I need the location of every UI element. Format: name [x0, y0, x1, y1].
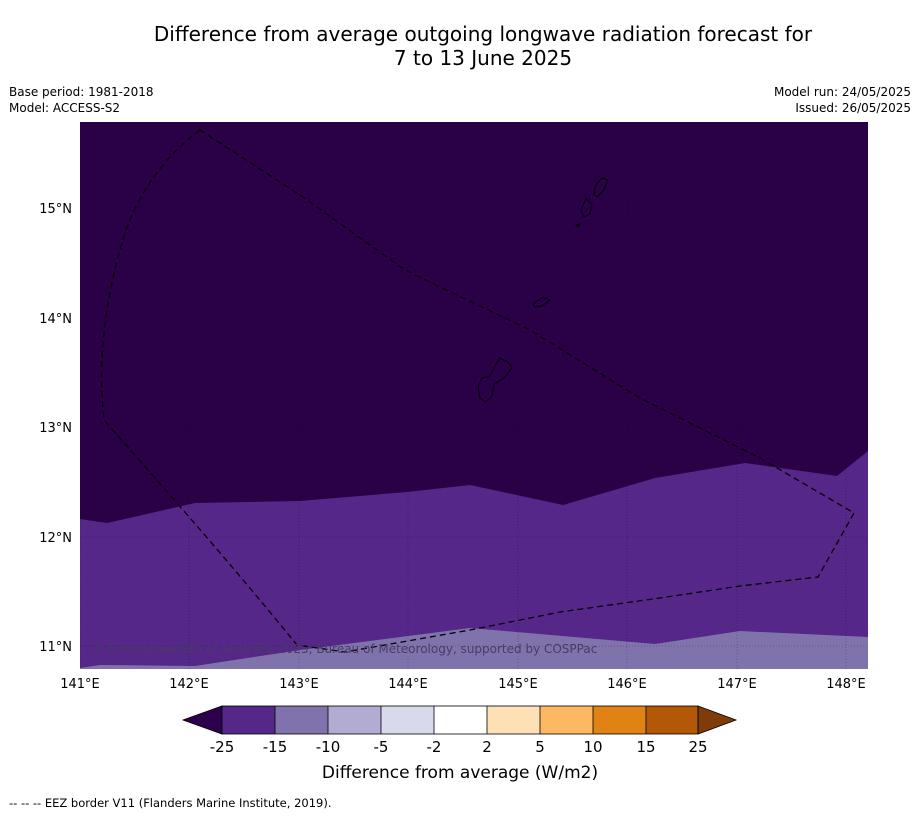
colorbar-under-extend	[181, 705, 223, 735]
eez-legend-note: -- -- -- EEZ border V11 (Flanders Marine…	[9, 796, 332, 810]
colorbar: -25 -15 -10 -5 -2 2 5 10 15 25 Differenc…	[181, 705, 738, 783]
colorbar-tick: 5	[535, 738, 545, 756]
colorbar-label: Difference from average (W/m2)	[322, 763, 598, 783]
colorbar-bin	[540, 706, 593, 734]
lat-tick: 12°N	[39, 531, 72, 546]
graticule	[80, 122, 868, 669]
island-rota	[532, 296, 551, 308]
colorbar-bin	[275, 706, 328, 734]
lat-tick: 13°N	[39, 421, 72, 436]
lat-tick: 11°N	[39, 640, 72, 655]
title-line-1: Difference from average outgoing longwav…	[153, 22, 813, 46]
map-panel: © Commonwealth of Australia 2025, Bureau…	[80, 122, 868, 669]
base-period: Base period: 1981-2018	[9, 85, 154, 99]
lat-tick: 15°N	[39, 202, 72, 217]
copyright-text: © Commonwealth of Australia 2025, Bureau…	[92, 642, 597, 656]
model-name: Model: ACCESS-S2	[9, 101, 121, 115]
lon-tick: 145°E	[498, 677, 538, 692]
island-aguijan	[575, 223, 582, 228]
lat-tick-labels: 15°N 14°N 13°N 12°N 11°N	[39, 202, 72, 655]
lon-tick: 146°E	[607, 677, 647, 692]
lat-tick: 14°N	[39, 312, 72, 327]
lon-tick: 147°E	[717, 677, 757, 692]
colorbar-bin	[593, 706, 646, 734]
lon-tick: 142°E	[169, 677, 209, 692]
lon-tick-labels: 141°E 142°E 143°E 144°E 145°E 146°E 147°…	[60, 677, 866, 692]
issued-date: Issued: 26/05/2025	[795, 101, 911, 115]
meta-right: Model run: 24/05/2025 Issued: 26/05/2025	[774, 84, 911, 116]
colorbar-tick: -15	[263, 738, 288, 756]
title-line-2: 7 to 13 June 2025	[393, 46, 573, 70]
colorbar-tick: 15	[636, 738, 655, 756]
colorbar-bin	[487, 706, 540, 734]
island-saipan	[593, 177, 609, 198]
region-minus15-to-minus10	[80, 628, 868, 669]
lon-tick: 148°E	[826, 677, 866, 692]
model-run: Model run: 24/05/2025	[773, 85, 911, 99]
island-guam	[477, 357, 513, 403]
eez-border	[100, 129, 855, 653]
colorbar-bin	[381, 706, 434, 734]
chart-title: Difference from average outgoing longwav…	[0, 22, 919, 70]
lon-tick: 143°E	[279, 677, 319, 692]
colorbar-tick: 2	[482, 738, 492, 756]
colorbar-tick: -2	[427, 738, 442, 756]
colorbar-bin	[222, 706, 275, 734]
region-minus25-to-minus15	[80, 451, 868, 669]
lon-tick: 144°E	[388, 677, 428, 692]
colorbar-tick: 10	[583, 738, 602, 756]
colorbar-tick: -5	[374, 738, 389, 756]
island-tinian	[580, 197, 593, 218]
lon-tick: 141°E	[60, 677, 100, 692]
colorbar-over-extend	[697, 705, 738, 735]
colorbar-bin	[646, 706, 698, 734]
colorbar-bin	[328, 706, 381, 734]
colorbar-bin	[434, 706, 487, 734]
colorbar-tick: -25	[210, 738, 235, 756]
meta-left: Base period: 1981-2018 Model: ACCESS-S2	[9, 84, 154, 116]
colorbar-tick: 25	[688, 738, 707, 756]
colorbar-tick: -10	[316, 738, 341, 756]
islands	[477, 177, 609, 403]
